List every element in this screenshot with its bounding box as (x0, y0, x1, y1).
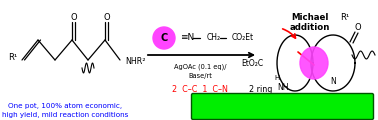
Text: addition: addition (290, 23, 330, 31)
Text: Base/rt: Base/rt (188, 73, 212, 79)
Ellipse shape (300, 47, 328, 79)
Text: H: H (274, 75, 280, 81)
Text: Double Nucleophilic Attack: Double Nucleophilic Attack (223, 99, 341, 108)
Text: O: O (70, 12, 77, 21)
Text: CO₂Et: CO₂Et (232, 33, 254, 42)
Text: Michael: Michael (291, 14, 329, 23)
Text: ≡N: ≡N (180, 33, 194, 42)
Text: R¹: R¹ (340, 14, 349, 23)
Text: 2  C–C  1  C–N: 2 C–C 1 C–N (172, 85, 228, 95)
Text: CH₂: CH₂ (207, 33, 221, 42)
Text: 2 ring: 2 ring (244, 85, 273, 95)
Text: NHR²: NHR² (125, 57, 146, 66)
Circle shape (153, 27, 175, 49)
Text: C: C (160, 33, 167, 43)
Text: O: O (103, 12, 110, 21)
Text: EtO₂C: EtO₂C (241, 59, 263, 67)
Text: on Isocyanide Carbon: on Isocyanide Carbon (235, 108, 329, 117)
Text: AgOAc (0.1 eq)/: AgOAc (0.1 eq)/ (174, 64, 226, 70)
Text: R¹: R¹ (8, 54, 17, 63)
Text: O: O (355, 24, 361, 33)
Text: R²: R² (328, 93, 338, 102)
Text: One pot, 100% atom economic,: One pot, 100% atom economic, (8, 103, 122, 109)
Text: high yield, mild reaction conditions: high yield, mild reaction conditions (2, 112, 128, 118)
FancyBboxPatch shape (192, 93, 373, 120)
Text: NH: NH (277, 83, 289, 91)
Text: N: N (330, 78, 336, 87)
